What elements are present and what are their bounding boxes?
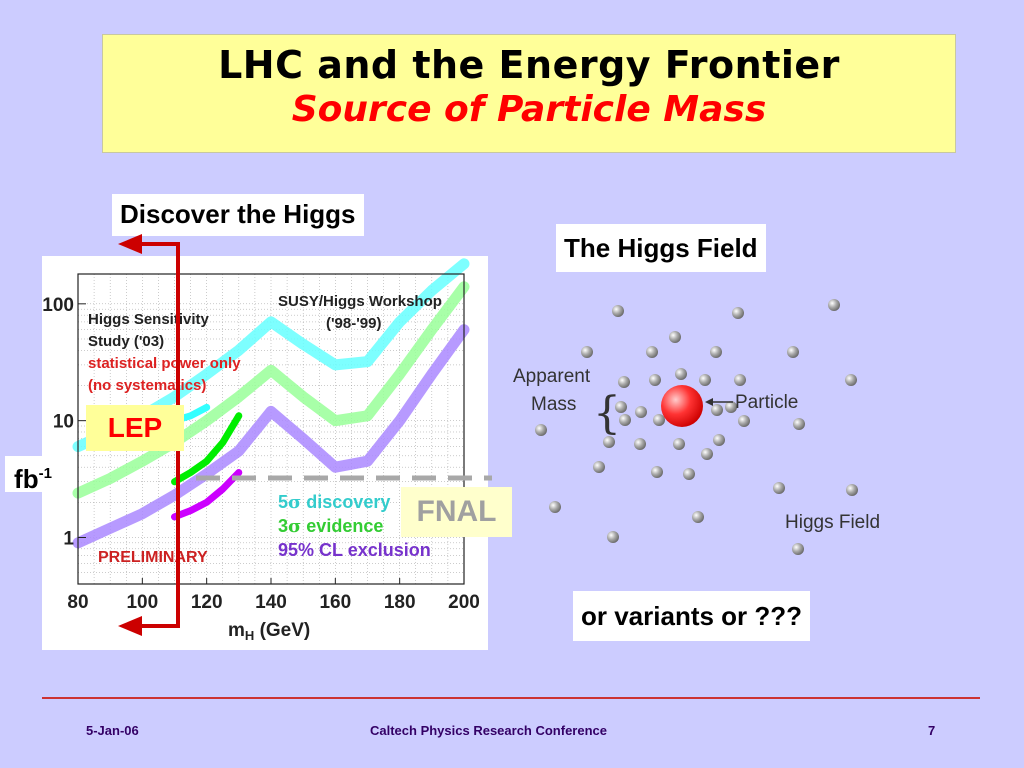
brace-icon: { [593,388,621,439]
y-tick-label: 100 [42,295,74,316]
annotation-left-3: (no systematics) [88,377,206,394]
x-tick-label: 160 [319,592,351,613]
field-ball [683,468,695,480]
annotation-left-1: Study ('03) [88,333,164,350]
arrow-head-top [118,234,142,254]
fb-text: fb [14,464,39,494]
field-ball [549,501,561,513]
field-ball [734,374,746,386]
discover-higgs-label: Discover the Higgs [112,194,364,236]
field-ball [619,414,631,426]
footer-date: 5-Jan-06 [86,723,139,738]
fb-exponent: -1 [38,465,52,482]
field-ball [673,438,685,450]
x-tick-label: 80 [67,592,88,613]
field-ball [618,376,630,388]
series-line-4 [171,412,243,486]
field-ball [732,307,744,319]
y-tick-label: 10 [53,412,74,433]
slide-subtitle: Source of Particle Mass [291,89,767,130]
variants-label: or variants or ??? [573,591,811,641]
field-ball [634,438,646,450]
apparent-label: Apparent [513,366,591,387]
title-box: LHC and the Energy Frontier Source of Pa… [102,34,956,153]
higgs-field-text: Higgs Field [785,512,880,533]
field-ball [710,346,722,358]
field-ball [792,543,804,555]
field-ball [653,414,665,426]
annotation-right-1: ('98-'99) [326,315,382,332]
particle-label: Particle [735,392,798,413]
higgs-field-diagram: Particle Apparent Mass { Higgs Field [513,299,880,555]
higgs-sensitivity-plot: 80 100 120 140 160 180 200 1 10 100 mH (GeV) Higgs … [42,256,488,650]
legend-entry-0: 5σ discovery [278,492,390,513]
x-tick-label: 180 [384,592,416,613]
particle-pointer-head [705,398,713,406]
field-ball [793,418,805,430]
field-ball [845,374,857,386]
footer-conference: Caltech Physics Research Conference [370,723,607,738]
footer-page-number: 7 [928,723,936,738]
field-ball [773,482,785,494]
field-ball [612,305,624,317]
field-ball [828,299,840,311]
legend-entry-2: 95% CL exclusion [278,540,431,560]
y-tick-label: 1 [63,529,74,550]
field-ball [699,374,711,386]
field-ball [725,401,737,413]
field-ball [675,368,687,380]
field-ball [711,404,723,416]
field-ball [738,415,750,427]
annotation-left-2: statistical power only [88,355,241,372]
sensitivity-chart: 80 100 120 140 160 180 200 1 10 100 mH (GeV) Higgs … [42,258,480,643]
field-ball [603,436,615,448]
field-ball [669,331,681,343]
legend-entry-1: 3σ evidence [278,516,383,537]
fnal-label: FNAL [401,487,512,537]
preliminary-label: PRELIMINARY [98,549,208,566]
field-ball [701,448,713,460]
annotation-right-0: SUSY/Higgs Workshop [278,293,442,310]
field-ball [607,531,619,543]
mass-label: Mass [531,394,576,415]
particle-ball [661,385,703,427]
field-particles [535,299,858,555]
x-tick-label: 120 [191,592,223,613]
field-ball [581,346,593,358]
fb-inverse-label: fb-1 [5,456,61,494]
lep-label: LEP [86,405,184,451]
higgs-field-label: The Higgs Field [556,224,766,272]
field-ball [615,401,627,413]
x-tick-label: 200 [448,592,480,613]
footer-divider [42,697,980,699]
annotation-left-0: Higgs Sensitivity [88,311,210,328]
field-ball [846,484,858,496]
field-ball [713,434,725,446]
field-ball [535,424,547,436]
slide-title: LHC and the Energy Frontier [218,43,840,87]
field-ball [635,406,647,418]
series-line-5 [171,469,243,521]
x-axis-label: mH (GeV) [228,620,310,643]
x-tick-label: 140 [255,592,287,613]
field-ball [787,346,799,358]
field-ball [692,511,704,523]
field-ball [593,461,605,473]
field-ball [646,346,658,358]
x-tick-label: 100 [126,592,158,613]
field-ball [649,374,661,386]
field-ball [651,466,663,478]
